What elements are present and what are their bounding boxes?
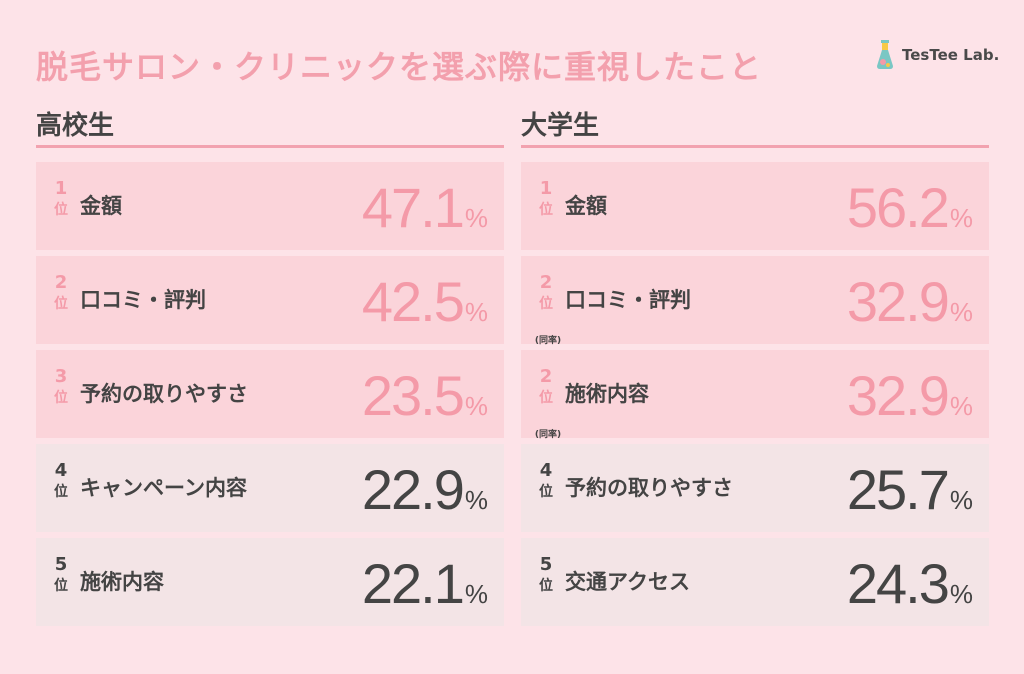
value-number: 22.1: [361, 552, 465, 615]
ranking-row: 5 位 交通アクセス 24.3%: [521, 538, 989, 626]
rank-unit: 位: [54, 202, 68, 218]
item-label: 金額: [80, 194, 122, 218]
rank-badge: 3 位: [50, 366, 72, 408]
rank-number: 5: [54, 554, 68, 575]
percent-sign: %: [464, 297, 488, 327]
rank-badge: 4 位: [50, 460, 72, 502]
ranking-row: 4 位 予約の取りやすさ 25.7%: [521, 444, 989, 532]
percent-value: 47.1%: [362, 162, 488, 250]
value-number: 23.5: [361, 364, 465, 427]
panel-high-school: 高校生 1 位 金額 47.1% 2 位 口コミ・評判 42.5% 3 位 予約…: [36, 108, 504, 632]
value-number: 22.9: [361, 458, 465, 521]
rank-badge: 2 位 (同率): [535, 366, 561, 440]
logo-text: TesTee Lab.: [902, 46, 1000, 64]
percent-value: 32.9%: [847, 256, 973, 344]
percent-value: 56.2%: [847, 162, 973, 250]
rank-badge: 5 位: [50, 554, 72, 596]
rank-number: 2: [539, 272, 553, 293]
ranking-row: 2 位 (同率) 口コミ・評判 32.9%: [521, 256, 989, 346]
item-label: 施術内容: [565, 382, 649, 406]
percent-value: 23.5%: [362, 350, 488, 438]
value-number: 42.5: [361, 270, 465, 333]
rank-number: 1: [54, 178, 68, 199]
rank-number: 4: [54, 460, 68, 481]
rank-unit: 位: [54, 484, 68, 500]
percent-sign: %: [949, 203, 973, 233]
panel-university: 大学生 1 位 金額 56.2% 2 位 (同率) 口コミ・評判 32.9% 2…: [521, 108, 989, 632]
tie-note: (同率): [534, 430, 562, 440]
value-number: 24.3: [846, 552, 950, 615]
percent-sign: %: [949, 297, 973, 327]
page-title: 脱毛サロン・クリニックを選ぶ際に重視したこと: [36, 48, 763, 86]
percent-sign: %: [464, 579, 488, 609]
rank-number: 5: [539, 554, 553, 575]
rank-badge: 4 位: [535, 460, 557, 502]
rank-badge: 1 位: [535, 178, 557, 220]
ranking-row: 5 位 施術内容 22.1%: [36, 538, 504, 626]
rank-unit: 位: [539, 484, 553, 500]
panel-title: 大学生: [521, 111, 600, 141]
rank-number: 2: [539, 366, 553, 387]
value-number: 25.7: [846, 458, 950, 521]
rank-unit: 位: [54, 296, 68, 312]
rank-number: 1: [539, 178, 553, 199]
panel-title: 高校生: [36, 111, 115, 141]
percent-sign: %: [464, 485, 488, 515]
rank-unit: 位: [54, 390, 68, 406]
logo: TesTee Lab.: [876, 40, 999, 70]
item-label: 施術内容: [80, 570, 164, 594]
value-number: 56.2: [846, 176, 950, 239]
percent-value: 42.5%: [362, 256, 488, 344]
percent-sign: %: [949, 391, 973, 421]
rank-number: 3: [54, 366, 68, 387]
flask-icon: [877, 40, 893, 69]
ranking-row: 3 位 予約の取りやすさ 23.5%: [36, 350, 504, 438]
rank-unit: 位: [539, 202, 553, 218]
ranking-row: 1 位 金額 47.1%: [36, 162, 504, 250]
rank-number: 2: [54, 272, 68, 293]
value-number: 32.9: [846, 364, 950, 427]
ranking-row: 2 位 口コミ・評判 42.5%: [36, 256, 504, 344]
item-label: 金額: [565, 194, 607, 218]
percent-value: 25.7%: [847, 444, 973, 532]
rank-unit: 位: [539, 578, 553, 594]
percent-sign: %: [949, 579, 973, 609]
percent-value: 22.9%: [362, 444, 488, 532]
rank-badge: 1 位: [50, 178, 72, 220]
rank-unit: 位: [539, 390, 553, 406]
percent-value: 22.1%: [362, 538, 488, 626]
rank-number: 4: [539, 460, 553, 481]
panel-divider: [521, 145, 989, 148]
ranking-row: 2 位 (同率) 施術内容 32.9%: [521, 350, 989, 440]
value-number: 47.1: [361, 176, 465, 239]
panel-divider: [36, 145, 504, 148]
ranking-row: 1 位 金額 56.2%: [521, 162, 989, 250]
rank-unit: 位: [539, 296, 553, 312]
value-number: 32.9: [846, 270, 950, 333]
item-label: 口コミ・評判: [565, 288, 691, 312]
rank-unit: 位: [54, 578, 68, 594]
item-label: 予約の取りやすさ: [565, 476, 733, 500]
rank-badge: 2 位: [50, 272, 72, 314]
percent-sign: %: [464, 391, 488, 421]
ranking-row: 4 位 キャンペーン内容 22.9%: [36, 444, 504, 532]
item-label: 交通アクセス: [565, 570, 690, 594]
percent-sign: %: [464, 203, 488, 233]
tie-note: (同率): [534, 336, 562, 346]
percent-sign: %: [949, 485, 973, 515]
rank-badge: 2 位 (同率): [535, 272, 561, 346]
ranking-list: 1 位 金額 47.1% 2 位 口コミ・評判 42.5% 3 位 予約の取りや…: [36, 162, 504, 626]
rank-badge: 5 位: [535, 554, 557, 596]
item-label: 予約の取りやすさ: [80, 382, 248, 406]
ranking-list: 1 位 金額 56.2% 2 位 (同率) 口コミ・評判 32.9% 2 位 (…: [521, 162, 989, 626]
item-label: 口コミ・評判: [80, 288, 206, 312]
percent-value: 24.3%: [847, 538, 973, 626]
item-label: キャンペーン内容: [80, 476, 247, 500]
percent-value: 32.9%: [847, 350, 973, 438]
